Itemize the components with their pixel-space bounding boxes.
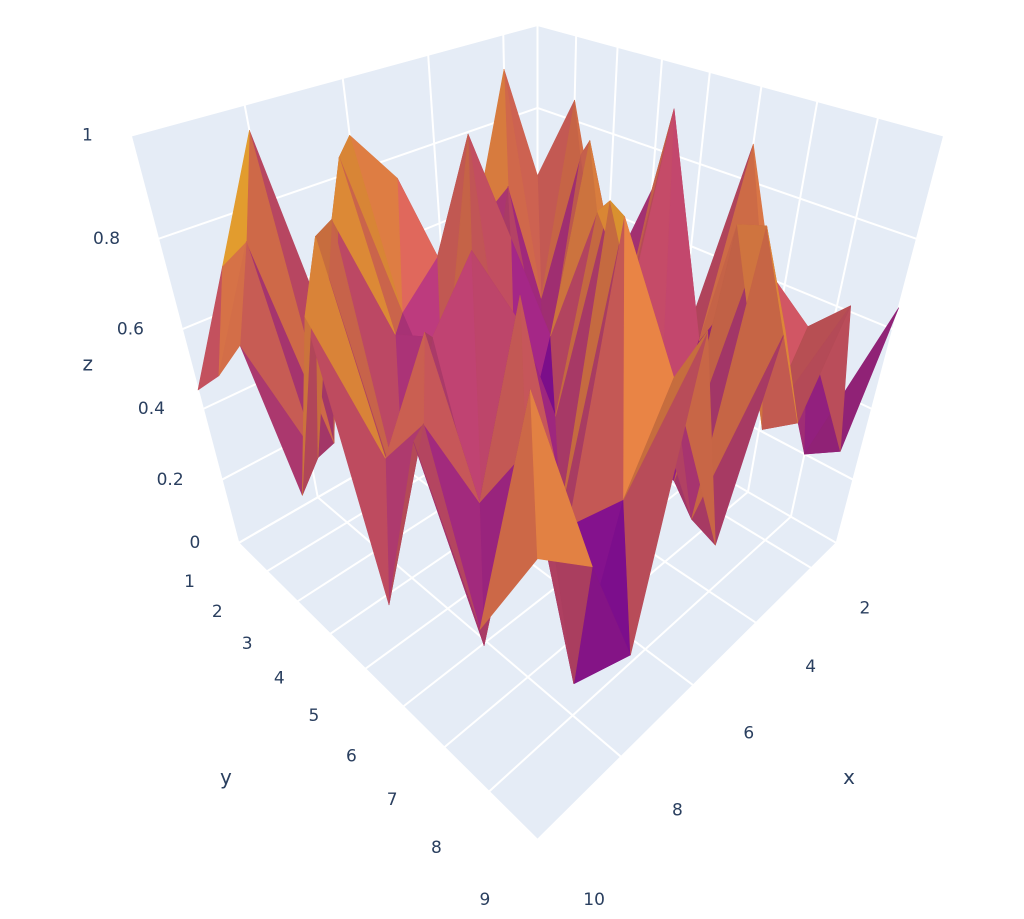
z-gridline (537, 24, 945, 137)
surface-facet (388, 423, 424, 606)
surface-facet (623, 330, 709, 500)
z-tick-label: 0.8 (93, 229, 120, 249)
surface-facet (479, 295, 527, 503)
y-tick-label: 3 (242, 634, 253, 654)
z-gridline (537, 107, 918, 240)
x-tick-label: 8 (672, 800, 683, 820)
y-tick-label: 2 (212, 602, 223, 622)
x-gridline (129, 135, 240, 544)
y-tick-label: 9 (480, 890, 491, 910)
y-tick-label: 8 (431, 838, 442, 858)
surface-facet (766, 225, 799, 424)
z-tick-label: 0.6 (117, 319, 144, 339)
surface-facet (529, 389, 593, 568)
x-gridline (317, 496, 622, 758)
surface-facet (218, 241, 247, 377)
x-tick-label: 2 (859, 598, 870, 618)
z-tick-label: 1 (82, 126, 93, 146)
y-tick-label: 1 (184, 572, 195, 592)
y-tick-label: 5 (309, 706, 320, 726)
z-tick-label: 0.2 (157, 470, 184, 490)
surface (197, 69, 900, 685)
surface-facet (331, 157, 396, 335)
x-tick-label: 10 (583, 890, 605, 910)
x-tick-label: 6 (743, 723, 754, 743)
surface-facet (304, 236, 386, 459)
z-tick-label: 0.4 (138, 399, 165, 419)
y-tick-label: 7 (387, 790, 398, 810)
surface-facet (222, 130, 250, 267)
y-tick-label: 6 (346, 746, 357, 766)
y-axis-title: y (220, 765, 232, 789)
y-tick-label: 4 (274, 669, 285, 689)
z-axis-title: z (83, 351, 94, 375)
y-gridline (536, 542, 838, 841)
surface-facet (385, 331, 425, 459)
y-gridline (488, 515, 792, 793)
y-gridline (835, 135, 946, 544)
x-gridline (237, 542, 539, 841)
z-tick-label: 0 (190, 533, 201, 553)
z-gridline (130, 24, 538, 137)
x-axis-title: x (843, 765, 855, 789)
surface-facet (804, 307, 900, 455)
x-tick-label: 4 (805, 657, 816, 677)
